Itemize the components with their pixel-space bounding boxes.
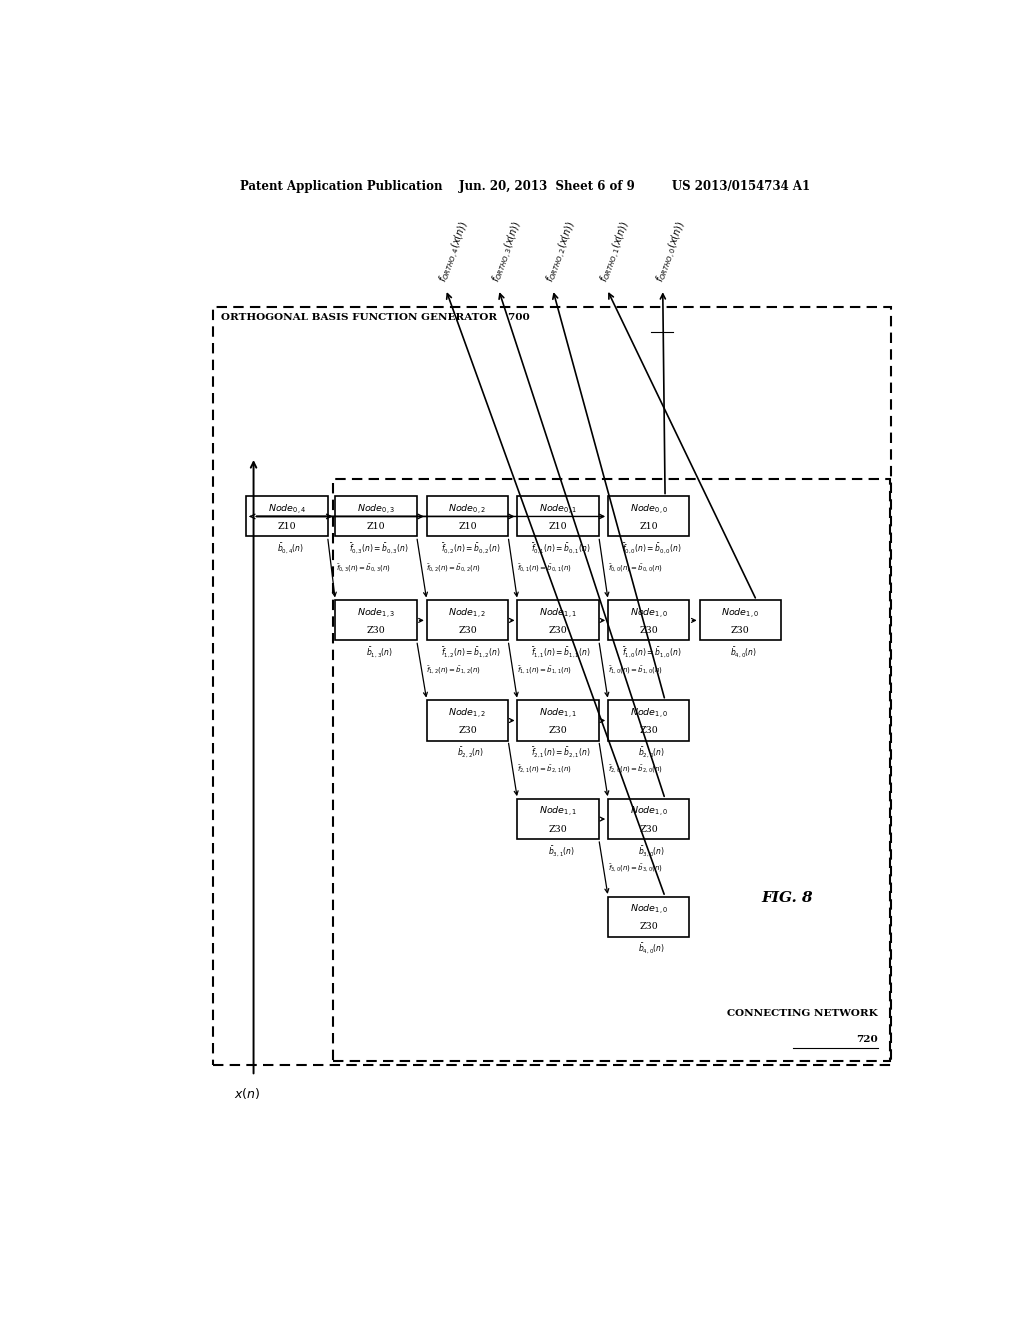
Text: Z30: Z30 <box>639 626 658 635</box>
Text: Patent Application Publication    Jun. 20, 2013  Sheet 6 of 9         US 2013/01: Patent Application Publication Jun. 20, … <box>240 180 810 193</box>
Text: $\bar{f}_{0,0}(n) = \bar{b}_{0,0}(n)$: $\bar{f}_{0,0}(n) = \bar{b}_{0,0}(n)$ <box>608 562 663 574</box>
Text: $\bar{b}_{0,4}(n)$: $\bar{b}_{0,4}(n)$ <box>276 541 303 556</box>
Text: $Node_{1,0}$: $Node_{1,0}$ <box>630 903 668 916</box>
Text: Z30: Z30 <box>549 825 567 833</box>
Text: $\bar{f}_{1,1}(n) = \bar{b}_{1,1}(n)$: $\bar{f}_{1,1}(n) = \bar{b}_{1,1}(n)$ <box>531 645 591 659</box>
Text: $f_{ORTHO,4}(x(n))$: $f_{ORTHO,4}(x(n))$ <box>437 219 473 285</box>
Text: Z30: Z30 <box>549 626 567 635</box>
Text: $f_{ORTHO,2}(x(n))$: $f_{ORTHO,2}(x(n))$ <box>544 219 581 285</box>
Bar <box>517 601 599 640</box>
Text: Z30: Z30 <box>731 626 750 635</box>
Text: $\bar{f}_{3,0}(n) = \bar{b}_{3,0}(n)$: $\bar{f}_{3,0}(n) = \bar{b}_{3,0}(n)$ <box>608 862 663 874</box>
Text: $Node_{1,1}$: $Node_{1,1}$ <box>539 606 578 619</box>
Text: $f_{ORTHO,1}(x(n))$: $f_{ORTHO,1}(x(n))$ <box>598 219 635 285</box>
Text: Z30: Z30 <box>367 626 385 635</box>
Text: $Node_{1,2}$: $Node_{1,2}$ <box>449 706 486 719</box>
Bar <box>427 701 508 741</box>
Bar <box>335 601 417 640</box>
Text: $\bar{b}_{4,0}(n)$: $\bar{b}_{4,0}(n)$ <box>639 941 666 956</box>
Text: $\bar{f}_{0,3}(n) = \bar{b}_{0,3}(n)$: $\bar{f}_{0,3}(n) = \bar{b}_{0,3}(n)$ <box>349 541 409 556</box>
Text: $\bar{f}_{1,0}(n) = \bar{b}_{1,0}(n)$: $\bar{f}_{1,0}(n) = \bar{b}_{1,0}(n)$ <box>623 645 682 659</box>
Bar <box>334 479 890 1061</box>
Text: $\bar{f}_{2,1}(n) = \bar{b}_{2,1}(n)$: $\bar{f}_{2,1}(n) = \bar{b}_{2,1}(n)$ <box>531 744 591 759</box>
Text: $\bar{f}_{0,1}(n) = \bar{b}_{0,1}(n)$: $\bar{f}_{0,1}(n) = \bar{b}_{0,1}(n)$ <box>531 541 591 556</box>
Text: $\bar{f}_{0,3}(n) = \bar{b}_{0,3}(n)$: $\bar{f}_{0,3}(n) = \bar{b}_{0,3}(n)$ <box>336 562 391 574</box>
Text: $\bar{f}_{2,0}(n) = \bar{b}_{2,0}(n)$: $\bar{f}_{2,0}(n) = \bar{b}_{2,0}(n)$ <box>608 764 663 775</box>
Text: $\bar{b}_{1,3}(n)$: $\bar{b}_{1,3}(n)$ <box>366 645 392 659</box>
Text: $Node_{0,3}$: $Node_{0,3}$ <box>357 502 395 516</box>
Text: $Node_{1,1}$: $Node_{1,1}$ <box>539 706 578 719</box>
Bar <box>608 799 689 840</box>
Bar <box>699 601 781 640</box>
Bar <box>608 896 689 937</box>
Text: $\bar{b}_{3,1}(n)$: $\bar{b}_{3,1}(n)$ <box>548 843 574 858</box>
Text: Z30: Z30 <box>458 626 477 635</box>
Text: $Node_{1,0}$: $Node_{1,0}$ <box>630 706 668 719</box>
Text: $\bar{f}_{1,0}(n) = \bar{b}_{1,0}(n)$: $\bar{f}_{1,0}(n) = \bar{b}_{1,0}(n)$ <box>608 665 663 676</box>
Bar <box>608 701 689 741</box>
Bar <box>608 601 689 640</box>
Bar <box>517 496 599 536</box>
Text: Z10: Z10 <box>549 521 567 531</box>
Text: Z10: Z10 <box>458 521 477 531</box>
Text: $\bar{b}_{3,0}(n)$: $\bar{b}_{3,0}(n)$ <box>639 843 666 858</box>
Text: $x(n)$: $x(n)$ <box>234 1086 260 1101</box>
Text: Z30: Z30 <box>639 825 658 833</box>
Text: $\bar{f}_{2,1}(n) = \bar{b}_{2,1}(n)$: $\bar{f}_{2,1}(n) = \bar{b}_{2,1}(n)$ <box>517 764 572 775</box>
Text: Z10: Z10 <box>278 521 296 531</box>
Text: $\bar{f}_{1,1}(n) = \bar{b}_{1,1}(n)$: $\bar{f}_{1,1}(n) = \bar{b}_{1,1}(n)$ <box>517 665 572 676</box>
Text: $f_{ORTHO,0}(x(n))$: $f_{ORTHO,0}(x(n))$ <box>654 219 690 285</box>
Text: $\bar{b}_{4,0}(n)$: $\bar{b}_{4,0}(n)$ <box>730 645 757 659</box>
Text: $Node_{0,1}$: $Node_{0,1}$ <box>539 502 578 516</box>
Text: $Node_{1,3}$: $Node_{1,3}$ <box>357 606 395 619</box>
Text: ORTHOGONAL BASIS FUNCTION GENERATOR   700: ORTHOGONAL BASIS FUNCTION GENERATOR 700 <box>221 313 529 322</box>
Bar <box>427 601 508 640</box>
Text: $Node_{0,2}$: $Node_{0,2}$ <box>449 502 486 516</box>
Text: $\bar{f}_{0,1}(n) = \bar{b}_{0,1}(n)$: $\bar{f}_{0,1}(n) = \bar{b}_{0,1}(n)$ <box>517 562 572 574</box>
Bar <box>246 496 328 536</box>
Text: Z30: Z30 <box>639 923 658 932</box>
Text: $\bar{f}_{1,2}(n) = \bar{b}_{1,2}(n)$: $\bar{f}_{1,2}(n) = \bar{b}_{1,2}(n)$ <box>440 645 501 659</box>
Bar <box>517 799 599 840</box>
Text: $Node_{0,0}$: $Node_{0,0}$ <box>630 502 668 516</box>
Text: $\bar{b}_{2,2}(n)$: $\bar{b}_{2,2}(n)$ <box>457 744 484 759</box>
Text: CONNECTING NETWORK: CONNECTING NETWORK <box>727 1010 879 1019</box>
Bar <box>608 496 689 536</box>
Text: Z10: Z10 <box>367 521 385 531</box>
Text: $\bar{f}_{0,2}(n) = \bar{b}_{0,2}(n)$: $\bar{f}_{0,2}(n) = \bar{b}_{0,2}(n)$ <box>440 541 501 556</box>
Bar <box>213 308 891 1065</box>
Text: $Node_{1,0}$: $Node_{1,0}$ <box>630 606 668 619</box>
Text: $\bar{f}_{1,2}(n) = \bar{b}_{1,2}(n)$: $\bar{f}_{1,2}(n) = \bar{b}_{1,2}(n)$ <box>426 665 481 676</box>
Text: Z10: Z10 <box>639 521 658 531</box>
Text: $f_{ORTHO,3}(x(n))$: $f_{ORTHO,3}(x(n))$ <box>489 219 526 285</box>
Text: Z30: Z30 <box>458 726 477 735</box>
Text: $\bar{f}_{0,2}(n) = \bar{b}_{0,2}(n)$: $\bar{f}_{0,2}(n) = \bar{b}_{0,2}(n)$ <box>426 562 481 574</box>
Text: 720: 720 <box>856 1035 879 1044</box>
Text: FIG. 8: FIG. 8 <box>761 891 813 904</box>
Bar <box>517 701 599 741</box>
Text: $Node_{1,0}$: $Node_{1,0}$ <box>630 804 668 818</box>
Bar <box>335 496 417 536</box>
Text: $Node_{1,1}$: $Node_{1,1}$ <box>539 804 578 818</box>
Text: $Node_{1,0}$: $Node_{1,0}$ <box>721 606 760 619</box>
Text: $Node_{1,2}$: $Node_{1,2}$ <box>449 606 486 619</box>
Text: $\bar{f}_{0,0}(n) = \bar{b}_{0,0}(n)$: $\bar{f}_{0,0}(n) = \bar{b}_{0,0}(n)$ <box>623 541 682 556</box>
Bar <box>427 496 508 536</box>
Text: Z30: Z30 <box>639 726 658 735</box>
Text: $Node_{0,4}$: $Node_{0,4}$ <box>267 502 306 516</box>
Text: $\bar{b}_{2,0}(n)$: $\bar{b}_{2,0}(n)$ <box>639 744 666 759</box>
Text: Z30: Z30 <box>549 726 567 735</box>
